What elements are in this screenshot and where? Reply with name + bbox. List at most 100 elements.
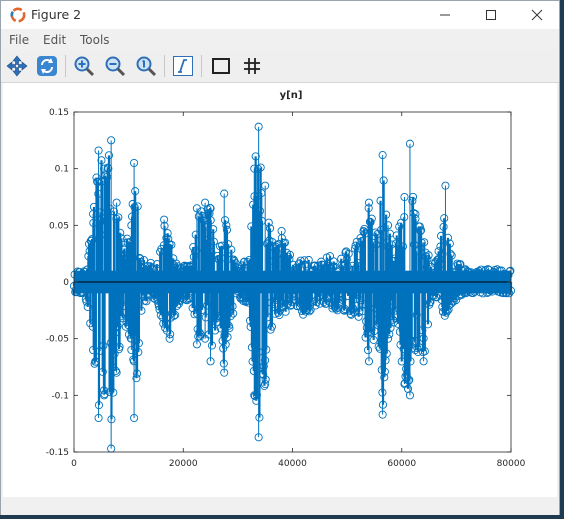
signal-marker — [306, 306, 315, 315]
signal-marker — [98, 367, 107, 376]
signal-marker — [109, 207, 119, 216]
close-button[interactable] — [514, 1, 560, 29]
signal-marker — [259, 362, 268, 371]
signal-marker — [411, 214, 420, 223]
signal-marker — [223, 332, 232, 342]
signal-marker — [411, 209, 420, 219]
signal-marker — [448, 288, 457, 297]
signal-marker — [202, 301, 212, 310]
signal-marker — [194, 212, 203, 221]
signal-marker — [245, 255, 254, 264]
signal-marker — [252, 390, 261, 400]
signal-marker — [405, 391, 414, 400]
y-tick-label: -0.15 — [46, 448, 69, 458]
menu-tools[interactable]: Tools — [80, 33, 110, 47]
signal-marker — [201, 334, 210, 343]
signal-marker — [244, 296, 253, 305]
title-bar[interactable]: Figure 2 — [1, 1, 559, 29]
signal-marker — [196, 330, 205, 339]
pan-icon — [6, 55, 28, 77]
signal-marker — [337, 260, 346, 270]
insert-text-button[interactable] — [171, 54, 195, 78]
signal-marker — [250, 192, 259, 201]
signal-marker — [322, 299, 331, 308]
x-axis: 0 20000 40000 60000 80000 — [71, 112, 526, 469]
signal-marker — [383, 309, 393, 318]
menu-file[interactable]: File — [9, 33, 30, 47]
signal-marker — [237, 292, 246, 301]
signal-marker — [131, 332, 140, 341]
zoom-in-button[interactable] — [72, 54, 96, 78]
signal-marker — [294, 264, 303, 273]
signal-marker — [255, 206, 265, 215]
signal-marker — [433, 255, 442, 264]
signal-marker — [425, 298, 434, 307]
signal-marker — [243, 257, 252, 267]
signal-marker — [252, 396, 261, 405]
signal-marker — [186, 287, 195, 296]
minimize-icon — [440, 14, 450, 16]
pan-button[interactable] — [5, 54, 29, 78]
figure-canvas[interactable]: y[n] 0 20000 40000 60000 80000 -0.15 -0.1 -0.0… — [3, 83, 557, 497]
signal-marker — [232, 263, 241, 272]
plot-area[interactable]: y[n] 0 20000 40000 60000 80000 -0.15 -0.1 -0.0… — [3, 83, 557, 497]
signal-marker — [169, 311, 178, 320]
signal-marker — [212, 313, 222, 322]
signal-marker — [245, 316, 255, 325]
signal-marker — [137, 306, 146, 315]
signal-marker — [369, 335, 378, 344]
signal-marker — [376, 196, 385, 205]
signal-marker — [240, 257, 249, 266]
toggle-grid-button[interactable] — [240, 54, 264, 78]
minimize-button[interactable] — [422, 1, 468, 29]
signal-marker — [112, 198, 121, 207]
maximize-icon — [486, 10, 496, 20]
signal-marker — [443, 233, 452, 242]
signal-marker — [89, 209, 98, 219]
signal-marker — [440, 214, 449, 223]
signal-marker — [419, 357, 428, 366]
signal-marker — [219, 359, 228, 368]
zoom-in-icon — [74, 56, 95, 77]
signal-marker — [163, 229, 172, 238]
signal-marker — [88, 234, 97, 244]
signal-marker — [113, 321, 122, 331]
signal-marker — [355, 307, 364, 317]
signal-marker — [260, 356, 270, 365]
zoom-out-button[interactable] — [103, 54, 127, 78]
signal-marker — [273, 249, 282, 259]
signal-marker — [342, 247, 351, 256]
signal-marker — [405, 335, 414, 344]
signal-marker — [418, 326, 427, 335]
signal-marker — [83, 302, 92, 311]
zoom-reset-button[interactable] — [134, 54, 158, 78]
signal-marker — [152, 260, 162, 269]
x-tick-label: 80000 — [497, 459, 526, 469]
signal-marker — [377, 225, 386, 234]
signal-marker — [108, 341, 117, 350]
signal-marker — [443, 306, 452, 316]
signal-marker — [398, 242, 408, 251]
signal-stems — [72, 126, 513, 449]
signal-marker — [222, 225, 231, 234]
signal-marker — [191, 230, 200, 239]
signal-marker — [496, 283, 506, 292]
signal-marker — [439, 222, 448, 231]
signal-marker — [242, 296, 251, 305]
signal-marker — [97, 156, 106, 165]
signal-marker — [275, 311, 284, 320]
signal-marker — [195, 328, 204, 337]
rotate-button[interactable] — [35, 54, 59, 78]
menu-edit[interactable]: Edit — [43, 33, 67, 47]
signal-markers — [69, 122, 516, 453]
signal-marker — [281, 307, 290, 316]
signal-marker — [209, 237, 218, 246]
maximize-button[interactable] — [468, 1, 514, 29]
toggle-axes-box-button[interactable] — [209, 54, 233, 78]
signal-marker — [389, 318, 398, 327]
signal-marker — [225, 324, 234, 333]
y-tick-label: 0.05 — [49, 221, 69, 231]
signal-marker — [221, 216, 230, 225]
signal-marker — [280, 252, 289, 261]
signal-marker — [88, 322, 97, 331]
